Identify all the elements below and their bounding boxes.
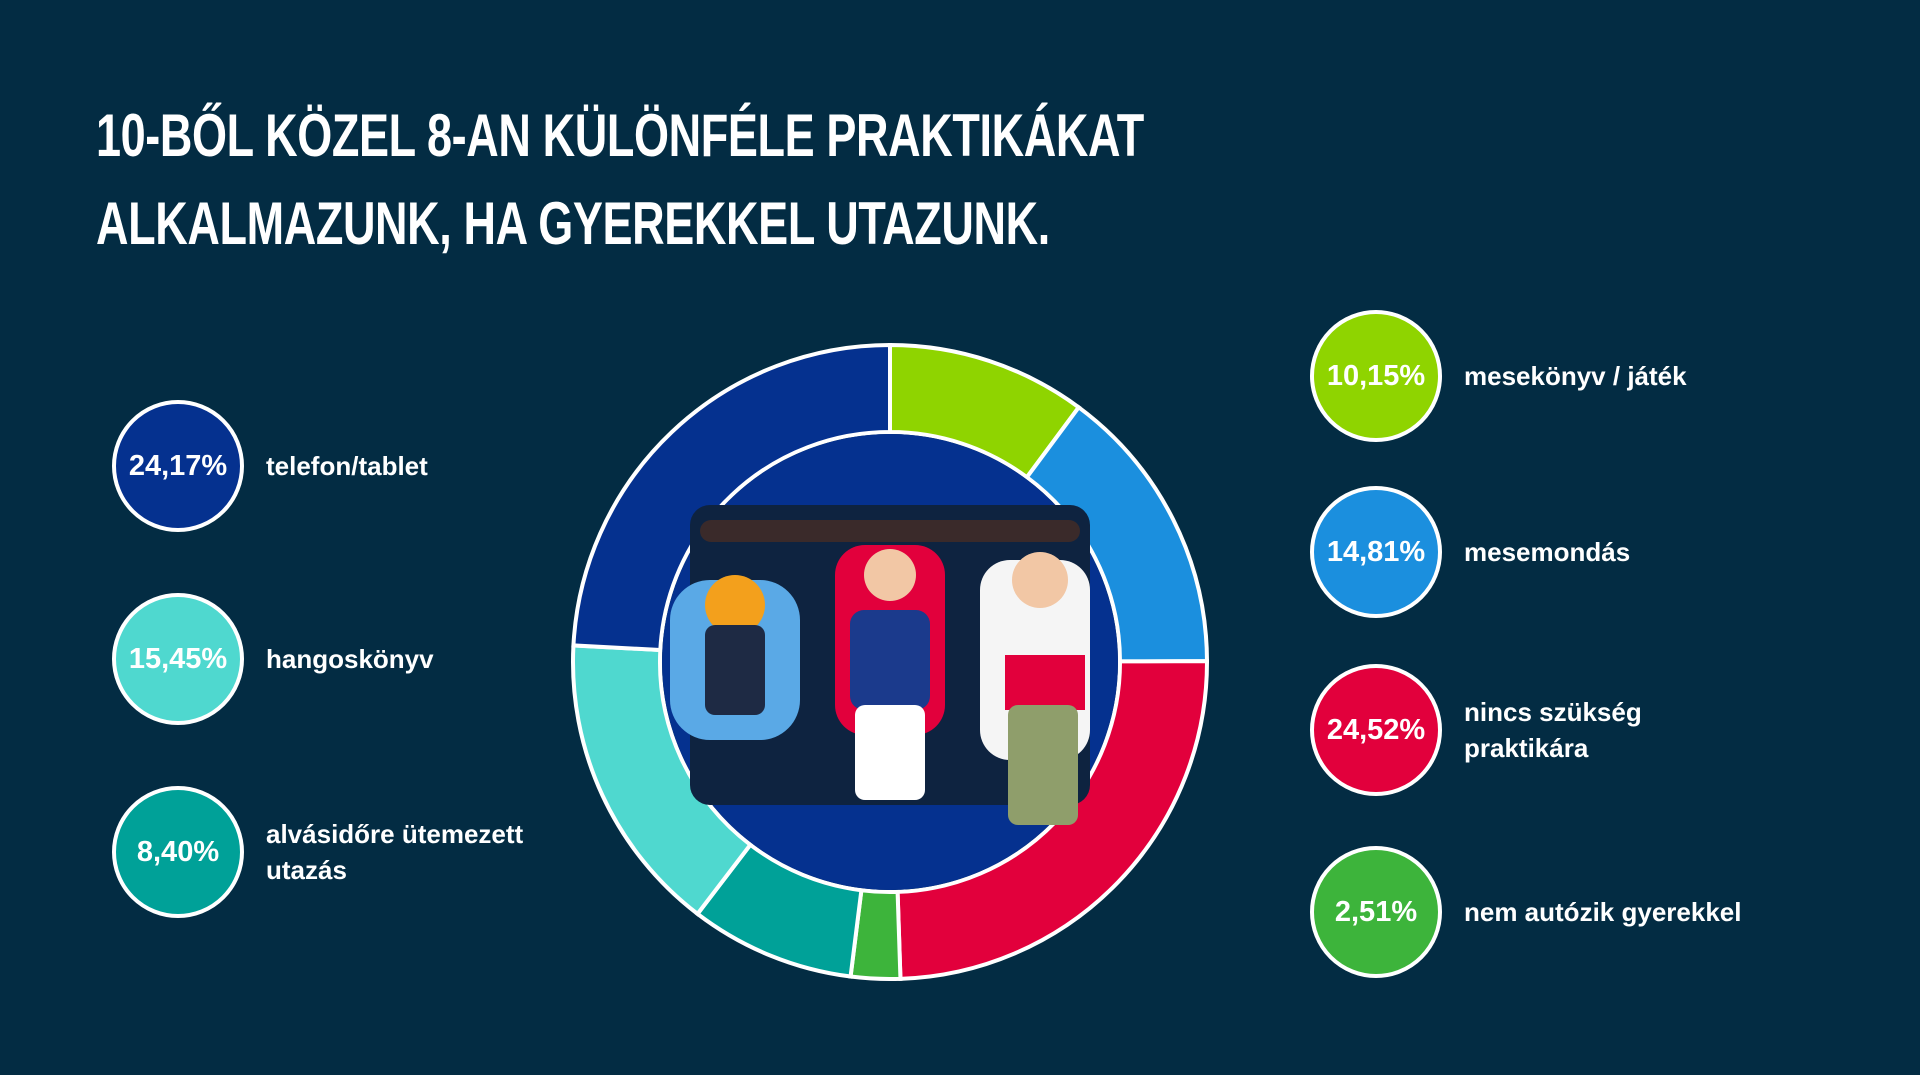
illustration <box>662 434 1118 890</box>
legend-swatch <box>112 786 244 918</box>
value-label: 2,51% <box>1335 896 1417 928</box>
value-label: 14,81% <box>1327 536 1426 568</box>
value-label: 24,52% <box>1327 714 1426 746</box>
legend-swatch <box>1310 310 1442 442</box>
legend-label: nincs szükség praktikára <box>1464 697 1642 763</box>
value-label: 8,40% <box>137 836 219 868</box>
legend-label: alvásidőre ütemezett utazás <box>266 819 524 885</box>
legend-swatch <box>1310 664 1442 796</box>
legend-label: hangoskönyv <box>266 644 434 674</box>
value-label: 10,15% <box>1327 360 1426 392</box>
legend-label: telefon/tablet <box>266 451 428 481</box>
value-label: 24,17% <box>129 450 228 482</box>
legend-swatch <box>1310 846 1442 978</box>
value-label: 15,45% <box>129 643 228 675</box>
legend-swatch <box>112 400 244 532</box>
legend-swatch <box>112 593 244 725</box>
legend-label: nem autózik gyerekkel <box>1464 897 1742 927</box>
legend-swatch <box>1310 486 1442 618</box>
legend-label: mesemondás <box>1464 537 1631 567</box>
legend-label: mesekönyv / játék <box>1464 361 1687 391</box>
chart-title: 10-BŐL KÖZEL 8-AN KÜLÖNFÉLE PRAKTIKÁKAT … <box>96 102 1144 257</box>
